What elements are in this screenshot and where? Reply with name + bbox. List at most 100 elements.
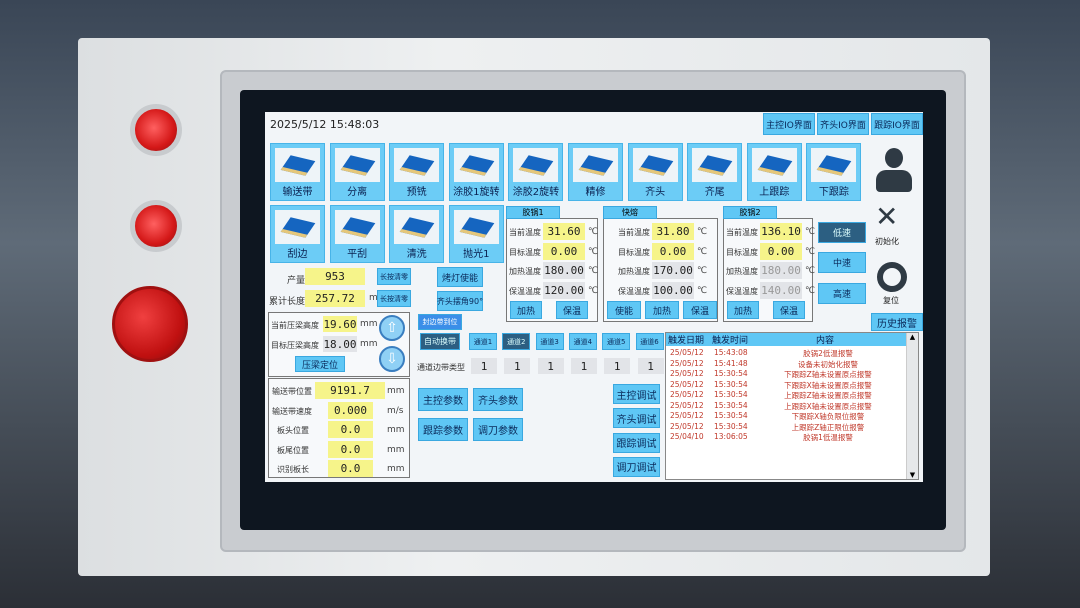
- alarm-scrollbar[interactable]: ▲ ▼: [906, 333, 918, 479]
- debug-button[interactable]: 跟踪调试: [613, 432, 660, 453]
- param-button[interactable]: 齐头参数: [473, 388, 523, 411]
- high-speed-button[interactable]: 高速: [818, 283, 866, 304]
- temp-unit: ℃: [697, 246, 708, 257]
- arrow-down-icon[interactable]: ⇩: [379, 346, 405, 372]
- function-tile[interactable]: 预铣: [389, 143, 445, 201]
- function-tile[interactable]: 齐头: [627, 143, 683, 201]
- pot-加热-button[interactable]: 加热: [727, 301, 759, 319]
- main-io-button[interactable]: 主控IO界面: [763, 113, 815, 135]
- temp-unit: ℃: [697, 266, 708, 276]
- channel-type-value: 1: [504, 358, 531, 374]
- function-tile[interactable]: 下跟踪: [806, 143, 862, 201]
- channel-button[interactable]: 通道2: [502, 333, 531, 350]
- debug-button[interactable]: 调刀调试: [613, 456, 660, 477]
- function-tile[interactable]: 分离: [329, 143, 385, 201]
- alarm-time: 15:41:48: [714, 358, 748, 368]
- param-button[interactable]: 调刀参数: [473, 418, 523, 441]
- temp-unit: ℃: [588, 266, 599, 276]
- reset-label: 复位: [883, 296, 899, 305]
- channel-button[interactable]: 通道3: [535, 333, 564, 350]
- tile-label: 分离: [347, 187, 368, 198]
- pressure-locate-button[interactable]: 压梁定位: [295, 356, 345, 372]
- align-io-button[interactable]: 齐头IO界面: [817, 113, 869, 135]
- temp-value: 120.00: [543, 281, 585, 299]
- scroll-up-icon[interactable]: ▲: [909, 333, 916, 341]
- param-button[interactable]: 跟踪参数: [418, 418, 468, 441]
- function-tile[interactable]: 刮边: [270, 205, 325, 263]
- pot-保温-button[interactable]: 保温: [773, 301, 805, 319]
- tile-image-icon: [334, 148, 380, 182]
- tile-image-icon: [811, 148, 857, 182]
- user-icon[interactable]: [875, 148, 913, 194]
- temp-value: 140.00: [760, 281, 802, 299]
- tile-label: 输送带: [282, 187, 313, 198]
- alarm-content: 胶锅2低温报警: [803, 349, 853, 358]
- low-speed-button[interactable]: 低速: [818, 222, 866, 243]
- pot-使能-button[interactable]: 使能: [607, 301, 641, 319]
- datetime: 2025/5/12 15:48:03: [270, 118, 380, 131]
- output-reset-button[interactable]: 长按清零: [377, 268, 411, 285]
- function-tile[interactable]: 上跟踪: [746, 143, 802, 201]
- temp-value: 0.00: [652, 242, 694, 260]
- pot-加热-button[interactable]: 加热: [645, 301, 679, 319]
- debug-button[interactable]: 主控调试: [613, 384, 660, 404]
- pot-加热-button[interactable]: 加热: [510, 301, 542, 319]
- arrow-up-icon[interactable]: ⇧: [379, 315, 405, 341]
- temp-label: 当前温度: [726, 228, 758, 237]
- emergency-stop-button[interactable]: [112, 286, 188, 362]
- tile-image-icon: [275, 210, 320, 244]
- auto-change-button[interactable]: 自动换带: [420, 333, 460, 350]
- channel-button[interactable]: 通道1: [469, 333, 497, 350]
- debug-button[interactable]: 齐头调试: [613, 408, 660, 429]
- channel-button[interactable]: 通道5: [602, 333, 631, 350]
- temp-label: 保温温度: [618, 286, 650, 296]
- function-tile[interactable]: 涂胶1旋转: [448, 143, 504, 201]
- tile-label: 精修: [585, 187, 606, 198]
- pot-保温-button[interactable]: 保温: [556, 301, 588, 319]
- tile-label: 上跟踪: [759, 187, 790, 198]
- alarm-row: 25/05/12 15:30:54 下跟踪X轴负限位报警: [668, 411, 906, 422]
- scroll-down-icon[interactable]: ▼: [909, 471, 916, 479]
- function-tile[interactable]: 涂胶2旋转: [508, 143, 564, 201]
- function-tile[interactable]: 清洗: [389, 205, 445, 263]
- alarm-row: 25/05/12 15:30:54 下跟踪Z轴未设置原点报警: [668, 369, 906, 380]
- alarm-time: 15:30:54: [714, 369, 748, 378]
- temp-label: 加热温度: [618, 267, 650, 276]
- tile-image-icon: [453, 148, 499, 182]
- pot-保温-button[interactable]: 保温: [683, 301, 717, 319]
- reset-icon[interactable]: [877, 262, 907, 292]
- conveyor-value: 0.0: [328, 421, 373, 438]
- track-io-button[interactable]: 跟踪IO界面: [871, 113, 923, 135]
- function-tile[interactable]: 平刮: [329, 205, 385, 263]
- temp-label: 目标温度: [726, 247, 758, 257]
- tile-label: 刮边: [287, 249, 308, 260]
- header-date: 触发日期: [668, 336, 705, 346]
- history-alarm-button[interactable]: 历史报警: [871, 313, 923, 331]
- tools-icon[interactable]: ✕: [875, 200, 899, 233]
- alarm-date: 25/05/12: [670, 400, 704, 410]
- channel-button[interactable]: 通道6: [635, 333, 664, 350]
- alarm-date: 25/04/10: [670, 432, 704, 441]
- channel-button[interactable]: 通道4: [568, 333, 597, 350]
- function-tile[interactable]: 抛光1: [448, 205, 504, 263]
- function-tile[interactable]: 齐尾: [687, 143, 743, 201]
- temp-label: 目标温度: [509, 247, 541, 257]
- tile-image-icon: [513, 148, 559, 182]
- tile-image-icon: [394, 210, 440, 244]
- conveyor-unit: mm: [387, 444, 405, 455]
- mid-speed-button[interactable]: 中速: [818, 252, 866, 273]
- function-tile[interactable]: 输送带: [270, 143, 325, 201]
- function-tile[interactable]: 精修: [568, 143, 623, 201]
- conveyor-value: 9191.7: [315, 382, 385, 399]
- lamp-enable-button[interactable]: 烤灯使能: [437, 267, 483, 287]
- target-pressure-label: 目标压梁高度: [271, 341, 319, 350]
- tile-label: 抛光1: [463, 249, 490, 260]
- temp-value: 170.00: [652, 262, 694, 279]
- param-button[interactable]: 主控参数: [418, 388, 468, 411]
- current-pressure-value: 19.60: [323, 316, 357, 332]
- alarm-date: 25/05/12: [670, 421, 704, 431]
- align-angle-button[interactable]: 齐头摆角90°: [437, 291, 483, 311]
- length-reset-button[interactable]: 长按清零: [377, 290, 411, 307]
- temp-unit: ℃: [805, 227, 816, 237]
- tile-label: 清洗: [406, 249, 427, 260]
